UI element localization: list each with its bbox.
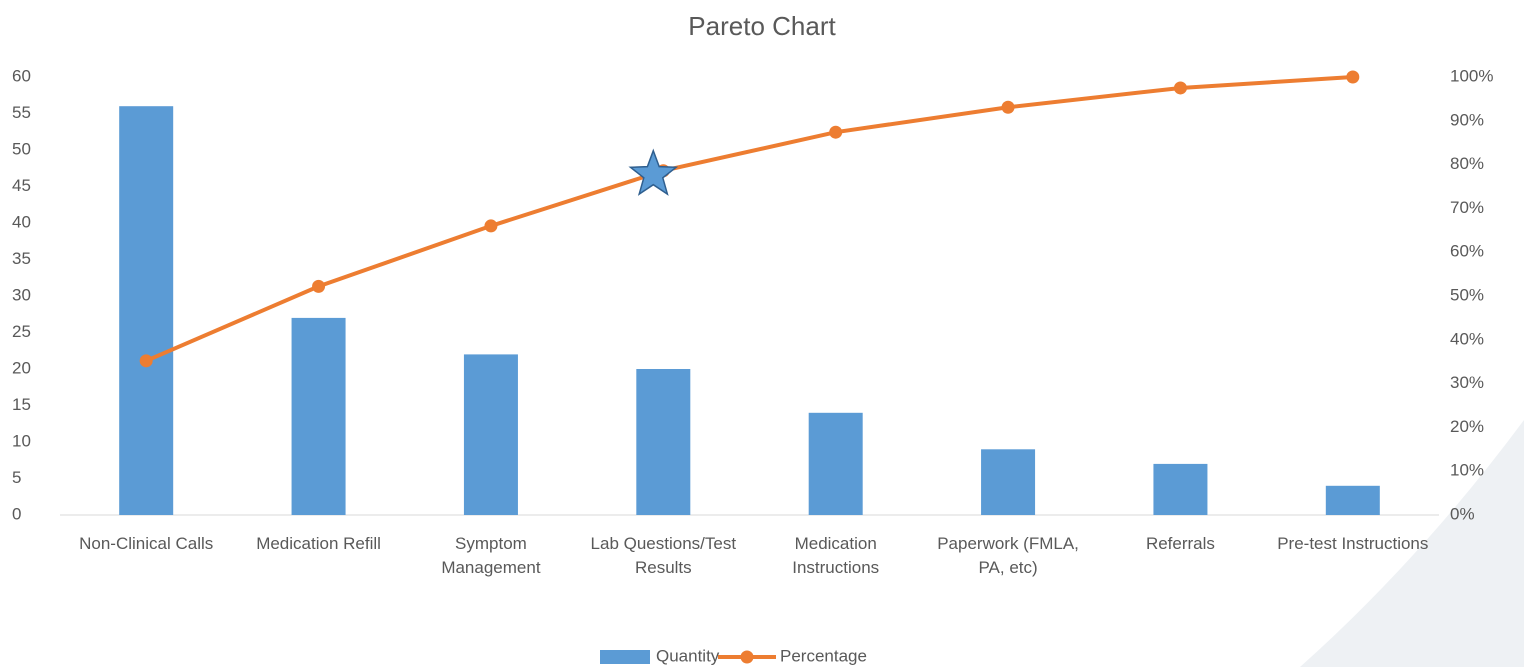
bar	[291, 317, 346, 515]
y2-tick-label: 0%	[1450, 504, 1475, 523]
x-tick-label: Lab Questions/Test Results	[590, 534, 737, 577]
bar	[463, 354, 518, 515]
y-tick-label: 60	[12, 66, 31, 85]
y-tick-label: 15	[12, 395, 31, 414]
y-tick-label: 20	[12, 358, 31, 377]
bar	[1153, 463, 1208, 515]
decoration	[1300, 420, 1524, 667]
y2-tick-label: 60%	[1450, 242, 1484, 261]
bar	[636, 369, 691, 515]
bar	[1325, 485, 1380, 515]
x-tick-label: Paperwork (FMLA, PA, etc)	[937, 534, 1079, 577]
legend-swatch	[740, 650, 754, 664]
line-point	[312, 279, 326, 293]
y2-tick-label: 20%	[1450, 417, 1484, 436]
line-point	[139, 354, 153, 368]
bar	[119, 106, 174, 515]
line-point	[1346, 70, 1360, 84]
x-tick-label: Symptom Management	[441, 534, 541, 577]
line-point	[1173, 81, 1187, 95]
y-tick-label: 10	[12, 431, 31, 450]
x-tick-label: Referrals	[1145, 534, 1215, 553]
y-tick-label: 30	[12, 285, 31, 304]
y-tick-label: 35	[12, 249, 31, 268]
line-point	[1001, 100, 1015, 114]
y2-tick-label: 70%	[1450, 198, 1484, 217]
y2-tick-label: 50%	[1450, 285, 1484, 304]
y2-tick-label: 30%	[1450, 373, 1484, 392]
y-tick-label: 0	[12, 504, 21, 523]
y-tick-label: 40	[12, 212, 31, 231]
star-marker	[628, 148, 679, 196]
bar	[808, 412, 863, 515]
legend-swatch	[600, 650, 650, 664]
legend-label: Quantity	[656, 646, 720, 665]
y2-tick-label: 40%	[1450, 329, 1484, 348]
x-tick-label: Medication Refill	[256, 534, 381, 553]
y-tick-label: 25	[12, 322, 31, 341]
chart-title: Pareto Chart	[688, 11, 836, 41]
y-tick-label: 50	[12, 139, 31, 158]
legend-label: Percentage	[780, 646, 867, 665]
y2-tick-label: 10%	[1450, 461, 1484, 480]
y-tick-label: 45	[12, 176, 31, 195]
y-tick-label: 5	[12, 468, 21, 487]
y2-tick-label: 100%	[1450, 66, 1493, 85]
bar	[981, 449, 1036, 515]
y2-tick-label: 90%	[1450, 110, 1484, 129]
x-tick-label: Medication Instructions	[792, 534, 880, 577]
line-point	[829, 125, 843, 139]
line-point	[484, 219, 498, 233]
line	[145, 75, 1353, 363]
y2-tick-label: 80%	[1450, 154, 1484, 173]
y-tick-label: 55	[12, 103, 31, 122]
x-tick-label: Pre-test Instructions	[1277, 534, 1429, 553]
x-tick-label: Non-Clinical Calls	[79, 534, 214, 553]
